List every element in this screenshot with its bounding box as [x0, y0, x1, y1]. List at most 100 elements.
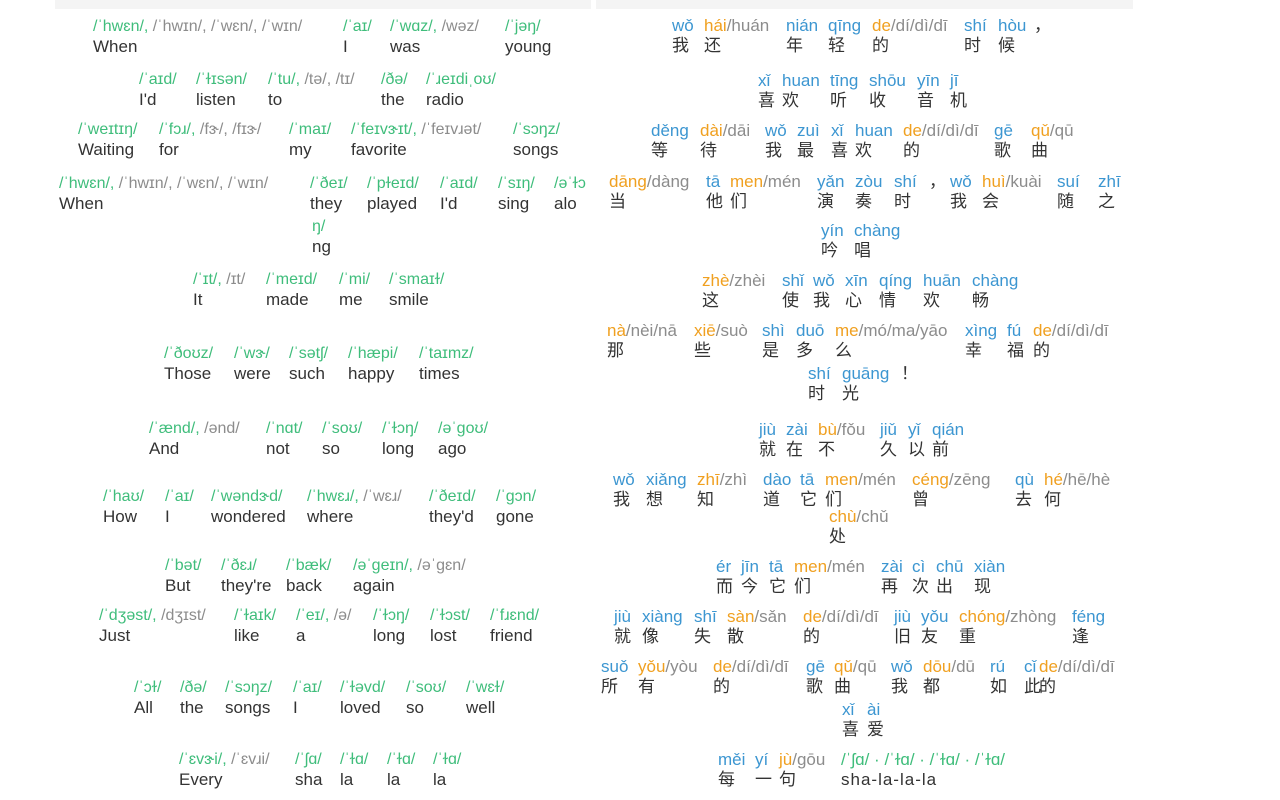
chinese-character-text: 候 — [998, 36, 1016, 55]
chinese-character: hòu 候 — [998, 16, 1026, 55]
pinyin-reading: zài — [881, 557, 903, 576]
pinyin-reading: xiàng — [642, 607, 683, 626]
english-word: /ˈbət/But — [165, 556, 201, 596]
chinese-character-text: 我 — [672, 36, 690, 55]
chinese-character: xīn 心 — [845, 271, 868, 310]
english-word: /əˈɫɔ alo — [554, 174, 586, 214]
phonetic-transcription: /ˈænd/, /ənd/ — [149, 419, 240, 439]
chinese-character: yǒu 友 — [921, 607, 948, 646]
chinese-character: xǐ 喜 — [831, 121, 849, 160]
phonetic-primary: /ˈhwɛn/, — [93, 18, 149, 35]
pinyin: chóng/zhòng — [959, 607, 1056, 627]
chinese-character: shī 失 — [694, 607, 717, 646]
phonetic-transcription: /ˈgɔn/ — [496, 487, 536, 507]
pinyin-alternate: /kuài — [1005, 172, 1042, 191]
english-word-text: the — [180, 698, 204, 717]
chinese-character-text: 我 — [613, 490, 631, 509]
pinyin-reading: guāng — [842, 364, 890, 383]
chinese-character-text: ！ — [901, 364, 919, 383]
phonetic-primary: /ˈɫɑ/ — [387, 751, 416, 768]
phonetic-primary: /əˈɫɔ — [554, 175, 586, 192]
pinyin-polyphonic: huì — [982, 172, 1006, 191]
chinese-panel-top-bar — [596, 0, 1133, 9]
chinese-character-text: 失 — [694, 627, 712, 646]
pinyin: xiē/suò — [694, 321, 748, 341]
pinyin: děng — [651, 121, 689, 141]
chinese-character: wǒ 我 — [765, 121, 787, 160]
pinyin: suí — [1057, 172, 1080, 192]
chinese-character-text: 散 — [727, 627, 745, 646]
pinyin: zài — [786, 420, 808, 440]
pinyin-polyphonic: chù — [829, 507, 857, 526]
english-word-text: songs — [513, 140, 559, 159]
pinyin-reading: wǒ — [613, 470, 635, 489]
english-word: /ˈɔɫ/All — [134, 678, 161, 718]
pinyin-reading: shí — [964, 16, 987, 35]
chinese-character: xiǎng 想 — [646, 470, 687, 509]
pinyin: wǒ — [765, 121, 787, 141]
english-word-text: friend — [490, 626, 533, 645]
phonetic-primary: /ˈtu/, — [268, 71, 301, 88]
pinyin: hé/hē/hè — [1044, 470, 1110, 490]
english-word: /ˈmeɪd/made — [266, 270, 317, 310]
pinyin: bù/fǒu — [818, 420, 865, 440]
english-word: /ˈtu/, /tə/, /tɪ/to — [268, 70, 355, 110]
phonetic-transcription: /ˈɛvɝi/, /ˈɛvɹi/ — [179, 750, 270, 770]
chinese-character-text: 会 — [982, 192, 1000, 211]
pinyin: měi — [718, 750, 745, 770]
chinese-character-text: 喜 — [831, 141, 849, 160]
english-word: /ˈsoʊ/so — [322, 419, 362, 459]
english-word: /ˈɫɔst/lost — [430, 606, 470, 646]
english-word-text: favorite — [351, 140, 407, 159]
chinese-character: dōu/dū 都 — [923, 657, 975, 696]
phonetic-primary: /ˈaɪ/ — [293, 679, 322, 696]
phonetic-primary: /ˈtaɪmz/ — [419, 345, 474, 362]
chinese-character-text: 道 — [763, 490, 781, 509]
pinyin-polyphonic: hái — [704, 16, 727, 35]
pinyin: tīng — [830, 71, 858, 91]
phonetic-transcription: /ˈnɑt/ — [266, 419, 302, 439]
pinyin: huan — [782, 71, 820, 91]
chinese-character-text: 都 — [923, 677, 941, 696]
pinyin-reading: cǐ — [1024, 657, 1037, 676]
phonetic-alternate: /ˈwɛɹ/ — [358, 488, 402, 505]
pinyin-polyphonic: me — [835, 321, 859, 340]
pinyin-polyphonic: bù — [818, 420, 837, 439]
chinese-character: qǔ/qū 曲 — [834, 657, 877, 696]
pinyin: zhī — [1098, 172, 1121, 192]
chinese-character-text: 次 — [912, 577, 930, 596]
phonetic-primary: /ˈfɔɹ/, — [159, 121, 196, 138]
chinese-character: de/dí/dì/dī 的 — [1039, 657, 1115, 696]
pinyin-polyphonic: men — [730, 172, 764, 191]
pinyin: tā — [706, 172, 724, 192]
phonetic-transcription: /ˈhwɛɹ/, /ˈwɛɹ/ — [307, 487, 402, 507]
phonetic-transcription: /ˈɫɪsən/ — [196, 70, 247, 90]
phonetic-primary: /ˈmi/ — [339, 271, 371, 288]
pinyin-reading: dào — [763, 470, 792, 489]
pinyin: qǔ/qū — [834, 657, 877, 677]
phonetic-alternate: /ə/ — [329, 607, 352, 624]
chinese-character-text: 再 — [881, 577, 899, 596]
english-word-text: where — [307, 507, 354, 526]
phonetic-primary: /ˈpɫeɪd/ — [367, 175, 419, 192]
chinese-character-text: 重 — [959, 627, 977, 646]
chinese-character: zài 在 — [786, 420, 808, 459]
chinese-character-text: 如 — [990, 677, 1008, 696]
phonetic-transcription: /ˈhwɛn/, /ˈhwɪn/, /ˈwɛn/, /ˈwɪn/ — [59, 174, 268, 194]
phonetic-primary: /ˈfɹɛnd/ — [490, 607, 540, 624]
english-word-text: Those — [164, 364, 212, 383]
english-word: /ˈðeɪd/they'd — [429, 487, 476, 527]
pinyin-reading: shí — [894, 172, 917, 191]
chinese-character-text: 心 — [845, 291, 863, 310]
english-word-text: well — [466, 698, 496, 717]
english-word: /ˈsoʊ/so — [406, 678, 446, 718]
phonetic-transcription: /ˈaɪ/ — [165, 487, 194, 507]
english-word-text: so — [406, 698, 424, 717]
phonetic-primary: /ˈɫɑ/ — [433, 751, 462, 768]
phonetic-primary: /ˈðɛɹ/ — [221, 557, 257, 574]
chinese-character-text: 听 — [830, 91, 848, 110]
phonetic-primary: /ˈmaɪ/ — [289, 121, 332, 138]
phonetic-primary: ŋ/ — [312, 218, 326, 235]
english-word-text: radio — [426, 90, 464, 109]
chinese-character-text: 收 — [869, 91, 887, 110]
